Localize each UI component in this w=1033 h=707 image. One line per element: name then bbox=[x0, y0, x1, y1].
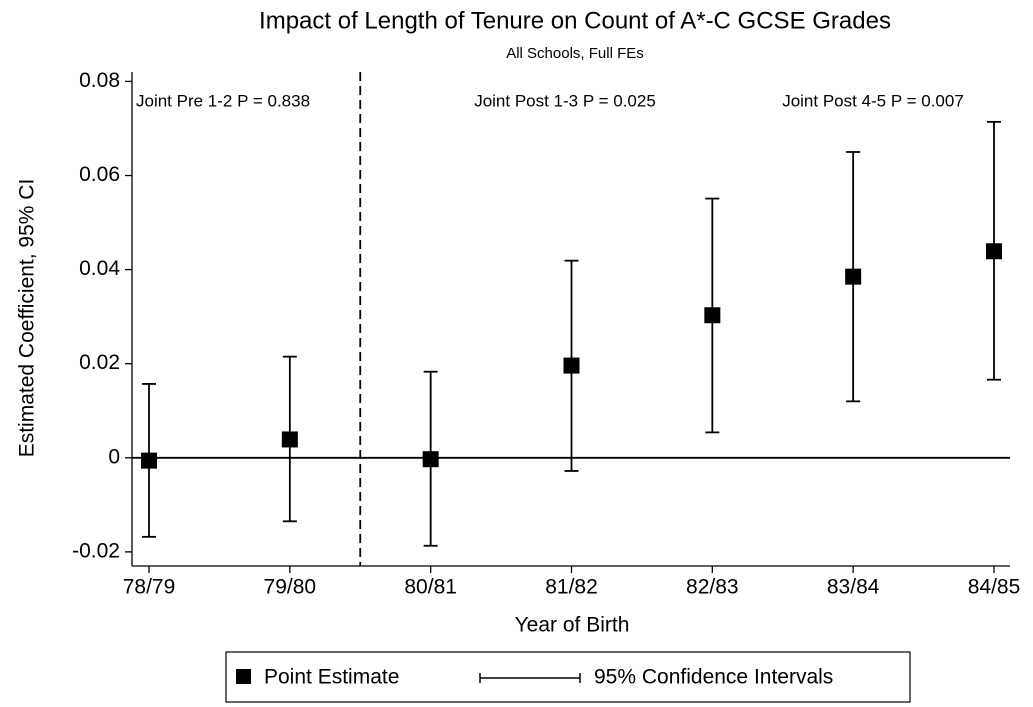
point-estimate bbox=[422, 451, 439, 468]
point-estimate bbox=[845, 268, 862, 285]
legend-marker bbox=[236, 669, 251, 684]
y-tick-label: 0.08 bbox=[79, 69, 120, 92]
annotation: Joint Post 1-3 P = 0.025 bbox=[474, 91, 656, 110]
annotation: Joint Pre 1-2 P = 0.838 bbox=[136, 91, 310, 110]
y-tick-label: 0 bbox=[108, 445, 120, 468]
point-estimate bbox=[704, 307, 721, 324]
legend-label: 95% Confidence Intervals bbox=[594, 666, 833, 689]
y-tick-label: 0.04 bbox=[79, 257, 120, 280]
x-tick-label: 79/80 bbox=[264, 576, 317, 599]
x-tick-label: 82/83 bbox=[686, 576, 739, 599]
point-estimate bbox=[281, 431, 298, 448]
x-tick-label: 80/81 bbox=[404, 576, 457, 599]
annotation: Joint Post 4-5 P = 0.007 bbox=[782, 91, 964, 110]
y-axis-label: Estimated Coefficient, 95% CI bbox=[16, 179, 39, 458]
y-tick-label: 0.02 bbox=[79, 351, 120, 374]
x-axis-label: Year of Birth bbox=[515, 614, 630, 637]
chart-subtitle: All Schools, Full FEs bbox=[506, 45, 644, 62]
x-tick-label: 78/79 bbox=[123, 576, 176, 599]
legend-label: Point Estimate bbox=[264, 666, 399, 689]
y-tick-label: 0.06 bbox=[79, 163, 120, 186]
x-tick-label: 84/85 bbox=[968, 576, 1021, 599]
x-tick-label: 81/82 bbox=[545, 576, 598, 599]
x-tick-label: 83/84 bbox=[827, 576, 880, 599]
y-tick-label: -0.02 bbox=[72, 539, 120, 562]
chart-title: Impact of Length of Tenure on Count of A… bbox=[259, 7, 891, 34]
point-estimate bbox=[141, 452, 157, 469]
legend-box bbox=[225, 651, 911, 703]
point-estimate bbox=[986, 243, 1002, 260]
point-estimate bbox=[563, 357, 580, 374]
